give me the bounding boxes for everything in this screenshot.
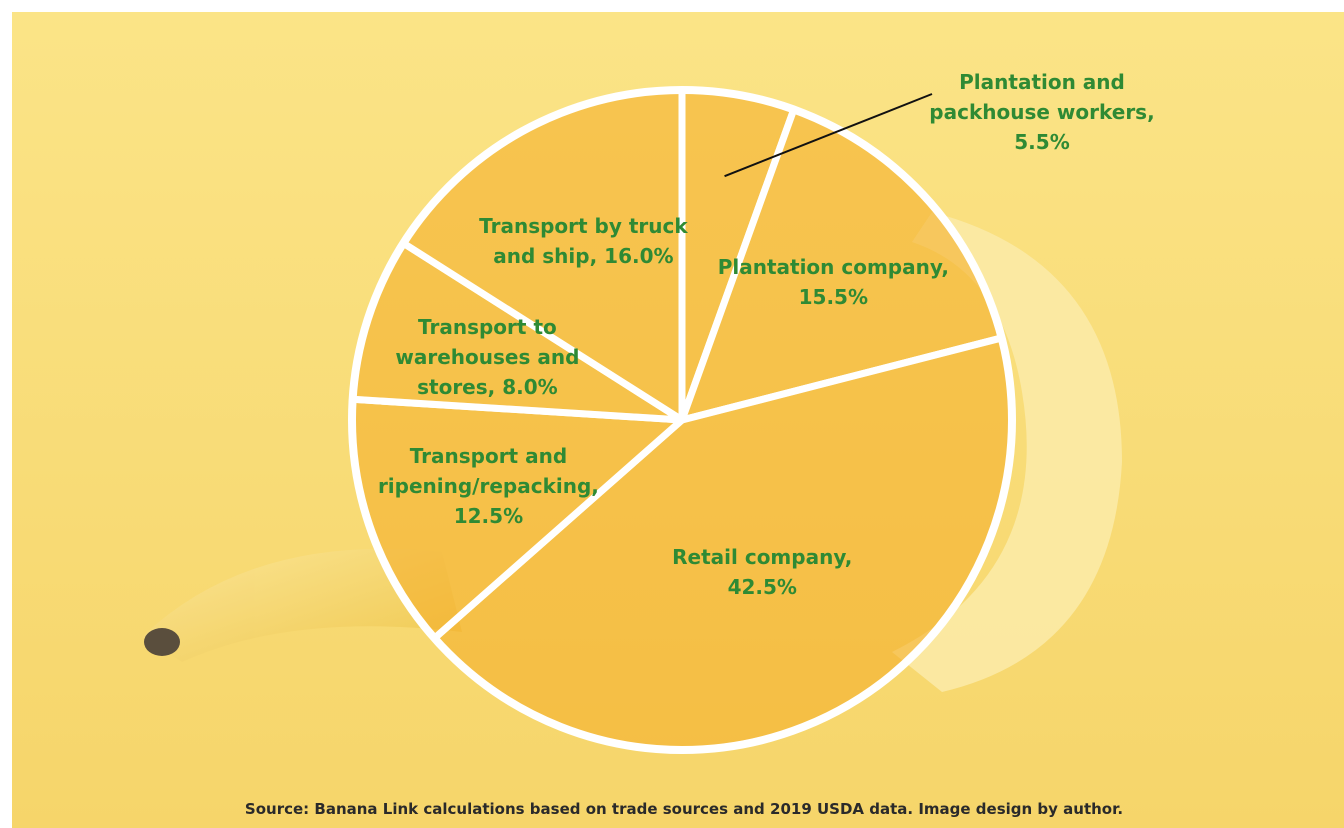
slice-category: Plantation and packhouse workers, bbox=[929, 70, 1155, 124]
slice-category: Transport and ripening/repacking, bbox=[377, 444, 599, 499]
pie-outline bbox=[348, 86, 1016, 754]
slice-value: 42.5% bbox=[727, 574, 797, 599]
slice-category: Transport by truck and ship, bbox=[479, 213, 688, 268]
slice-label: Transport by truck and ship, 16.0% bbox=[463, 211, 703, 271]
slice-label: Transport and ripening/repacking, 12.5% bbox=[368, 441, 608, 531]
slice-value: 15.5% bbox=[798, 285, 869, 310]
banana-decoration bbox=[142, 212, 1122, 692]
slice-value: 5.5% bbox=[1014, 130, 1070, 154]
slice-label: Retail company, 42.5% bbox=[642, 542, 882, 602]
slice-category: Transport to warehouses and stores, bbox=[395, 314, 580, 399]
slice-value: 16.0% bbox=[604, 243, 674, 268]
chart bbox=[12, 12, 1344, 828]
slice-label: Plantation and packhouse workers, 5.5% bbox=[922, 67, 1162, 157]
slice-category: Retail company, bbox=[672, 544, 853, 569]
slice-value: 8.0% bbox=[502, 374, 558, 399]
slice-value: 12.5% bbox=[453, 504, 524, 529]
slice-label: Transport to warehouses and stores, 8.0% bbox=[367, 312, 607, 402]
leader-line bbox=[724, 93, 933, 178]
slice-label: Plantation company, 15.5% bbox=[713, 252, 953, 312]
source-note: Source: Banana Link calculations based o… bbox=[244, 800, 1124, 818]
chart-area: Source: Banana Link calculations based o… bbox=[12, 12, 1344, 828]
slice-category: Plantation company, bbox=[717, 255, 949, 280]
